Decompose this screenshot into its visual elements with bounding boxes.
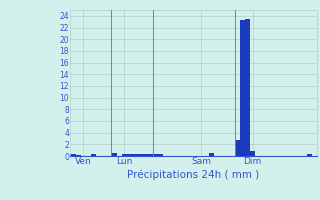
Bar	[235, 140, 240, 156]
Bar	[250, 151, 255, 156]
Bar	[127, 154, 132, 156]
Bar	[153, 154, 158, 156]
Bar	[122, 154, 127, 156]
Bar	[240, 20, 245, 156]
Bar	[148, 154, 153, 156]
Bar	[111, 153, 116, 156]
Bar	[307, 154, 312, 156]
Bar	[91, 154, 96, 156]
Bar	[142, 154, 148, 156]
Bar	[158, 154, 163, 156]
Bar	[76, 155, 81, 156]
X-axis label: Précipitations 24h ( mm ): Précipitations 24h ( mm )	[127, 169, 260, 180]
Bar	[245, 19, 250, 156]
Bar	[137, 154, 142, 156]
Bar	[209, 153, 214, 156]
Bar	[132, 154, 137, 156]
Bar	[70, 154, 76, 156]
